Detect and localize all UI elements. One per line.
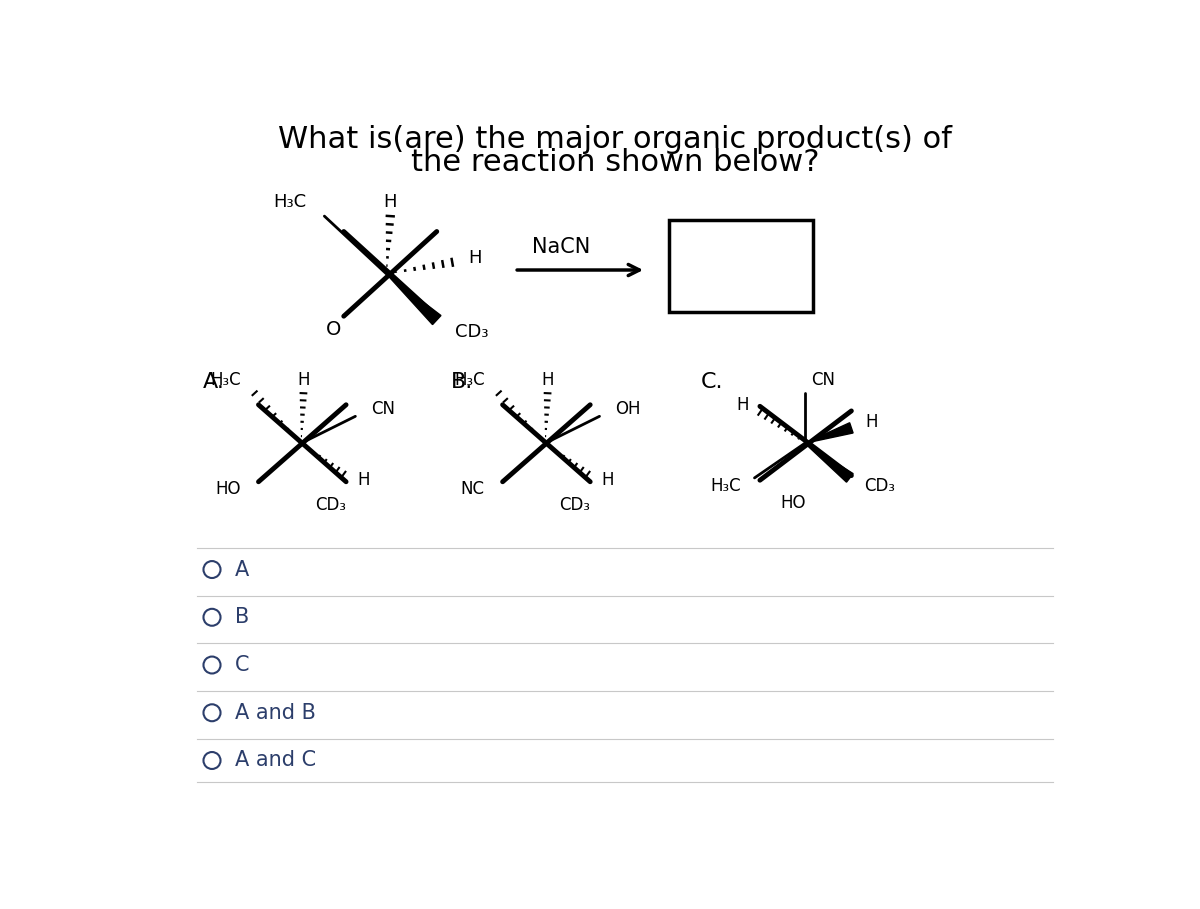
Text: A: A: [235, 560, 250, 580]
Text: H₃C: H₃C: [210, 371, 241, 389]
Text: H: H: [298, 371, 310, 389]
Text: CN: CN: [371, 400, 395, 417]
Text: HO: HO: [215, 481, 241, 498]
Text: H: H: [541, 371, 554, 389]
Polygon shape: [805, 423, 853, 444]
Polygon shape: [386, 274, 440, 325]
Text: A.: A.: [203, 372, 224, 392]
Text: H₃C: H₃C: [274, 194, 306, 211]
Text: H: H: [384, 194, 397, 211]
Text: C.: C.: [701, 372, 722, 392]
Polygon shape: [805, 444, 853, 482]
Text: H: H: [358, 471, 371, 489]
Bar: [670, 220, 812, 313]
Text: CD₃: CD₃: [455, 323, 488, 341]
Text: OH: OH: [616, 400, 641, 417]
Text: HO: HO: [780, 494, 806, 513]
Text: H: H: [737, 395, 749, 414]
Text: CD₃: CD₃: [864, 477, 895, 495]
Text: B: B: [235, 607, 250, 627]
Text: O: O: [326, 320, 341, 339]
Text: B.: B.: [451, 372, 473, 392]
Text: NaCN: NaCN: [532, 237, 590, 257]
Text: A and C: A and C: [235, 751, 317, 771]
Text: the reaction shown below?: the reaction shown below?: [410, 147, 820, 176]
Text: H: H: [602, 471, 614, 489]
Text: H: H: [865, 413, 878, 431]
Text: CD₃: CD₃: [559, 496, 590, 514]
Text: A and B: A and B: [235, 703, 316, 723]
Text: H₃C: H₃C: [710, 476, 742, 494]
Text: CD₃: CD₃: [316, 496, 346, 514]
Text: H: H: [468, 249, 481, 267]
Text: NC: NC: [461, 481, 485, 498]
Text: H₃C: H₃C: [454, 371, 485, 389]
Text: CN: CN: [811, 371, 835, 389]
Text: C: C: [235, 655, 250, 675]
Text: What is(are) the major organic product(s) of: What is(are) the major organic product(s…: [278, 125, 952, 154]
